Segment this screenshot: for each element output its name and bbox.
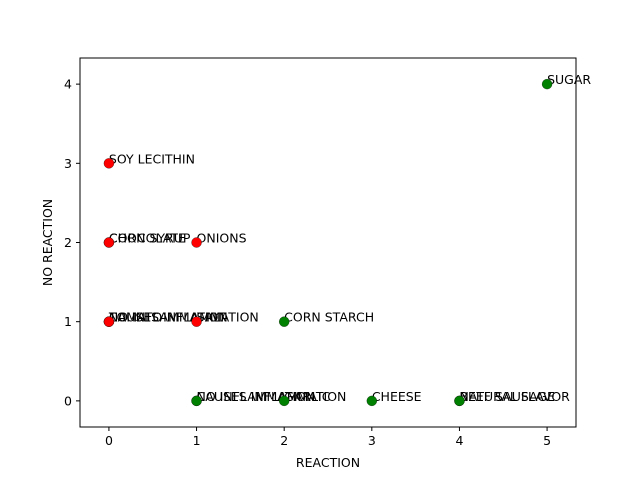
point-label: CHOCOLATE (109, 231, 186, 246)
point-label: CAUSES INFLAMMATION (197, 389, 347, 404)
data-point (191, 237, 202, 248)
y-axis-label: NO REACTION (40, 199, 55, 286)
point-label: CORN SYRUP (109, 231, 191, 246)
data-point (191, 395, 202, 407)
point-label: ONIONS (197, 231, 247, 246)
point-label: TOMATO (108, 310, 162, 325)
point-label: CORN STARCH (284, 310, 374, 325)
y-tick-label: 1 (64, 314, 72, 329)
point-label: SALT (197, 310, 227, 325)
data-point (366, 395, 377, 407)
point-label: NATURAL FLAVOR (459, 389, 570, 404)
x-axis-label: REACTION (296, 455, 360, 470)
x-axis-ticks: 0 1 2 3 4 5 (105, 427, 551, 448)
point-label: GARLIC (284, 389, 331, 404)
y-axis-ticks: 0 1 2 3 4 (64, 77, 80, 408)
point-label: CAUSES INFLAMMATION (109, 310, 259, 325)
y-tick-label: 4 (64, 77, 72, 92)
data-point (541, 78, 553, 90)
point-label: BEEF SAUSAGE (459, 389, 555, 404)
data-point (191, 316, 202, 327)
y-tick-label: 2 (64, 235, 72, 250)
data-points (103, 78, 553, 407)
x-tick-label: 3 (368, 433, 376, 448)
plot-area (80, 58, 576, 427)
data-point (103, 316, 115, 327)
y-tick-label: 3 (64, 156, 72, 171)
x-tick-label: 2 (280, 433, 288, 448)
x-tick-label: 0 (105, 433, 113, 448)
x-tick-label: 1 (193, 433, 201, 448)
data-point (103, 237, 115, 248)
x-tick-label: 4 (455, 433, 463, 448)
data-point (279, 395, 290, 407)
point-label: SUGAR (547, 72, 591, 87)
point-label: CHEESE (372, 389, 422, 404)
y-tick-label: 0 (64, 393, 72, 408)
x-tick-label: 5 (543, 433, 551, 448)
data-point (454, 395, 465, 407)
data-point (103, 158, 115, 169)
data-point (279, 316, 290, 327)
point-label: SOY LECITHIN (109, 151, 195, 166)
